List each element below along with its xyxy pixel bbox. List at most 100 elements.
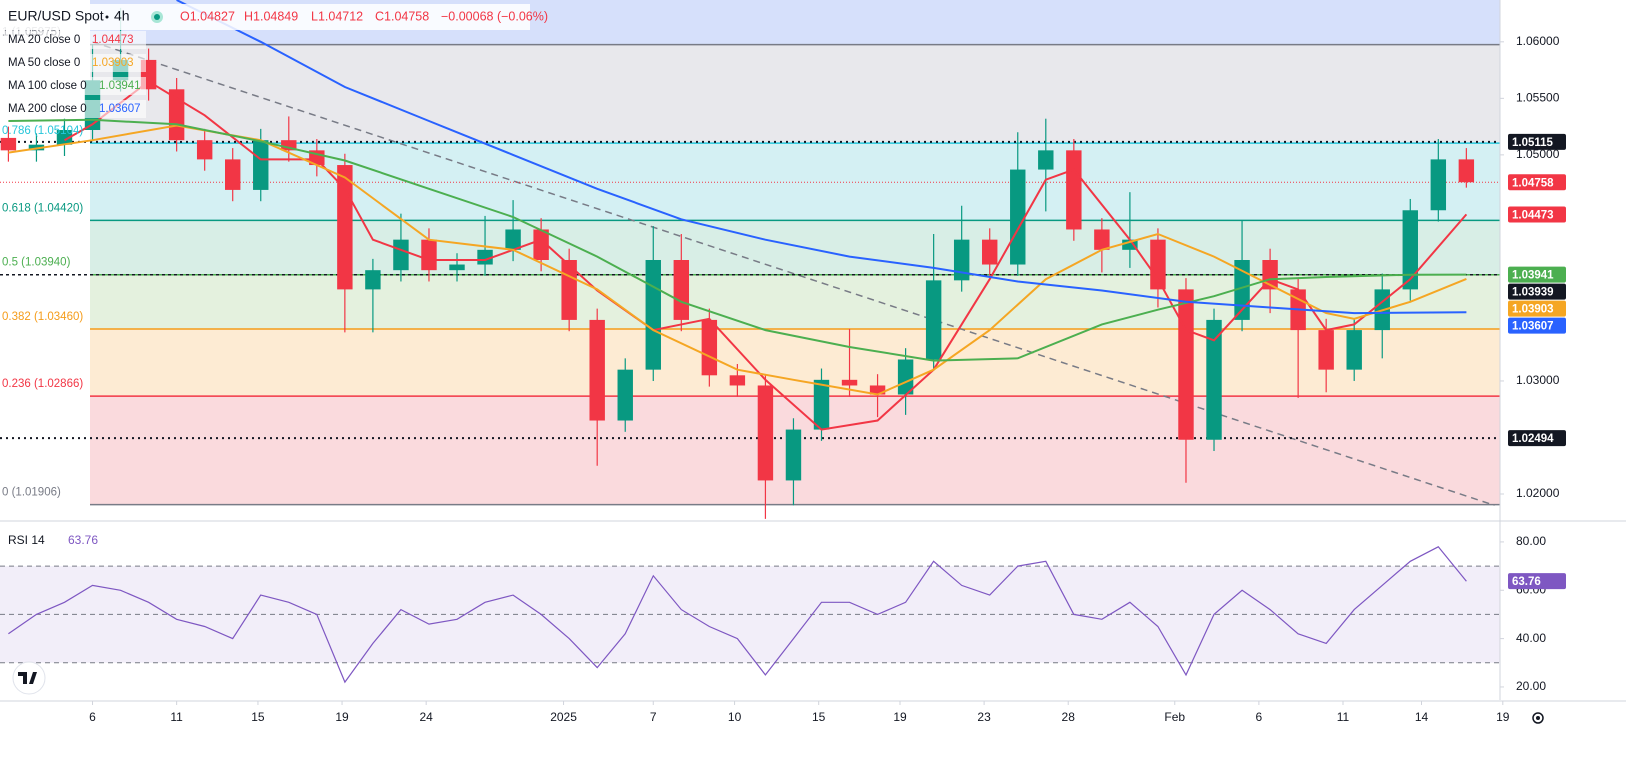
- symbol: EUR/USD Spot: [8, 8, 104, 24]
- candle-body: [1094, 229, 1110, 250]
- candle-body: [196, 140, 213, 160]
- candle-body: [1346, 330, 1362, 370]
- candle-body: [281, 140, 297, 151]
- candle-body: [253, 140, 269, 190]
- price-badge: 1.03607: [1512, 321, 1554, 333]
- candle-body: [1402, 210, 1418, 290]
- fib-band: [90, 328, 1500, 397]
- candle-body: [673, 260, 690, 320]
- separator-dot: [105, 15, 109, 19]
- price-badge-bg: [1508, 317, 1566, 334]
- candle-body: [813, 379, 830, 430]
- candle-body: [982, 239, 998, 265]
- candle-body: [1318, 330, 1334, 370]
- market-status-dot: [154, 14, 160, 20]
- x-tick-label: 15: [251, 710, 265, 724]
- candle-body: [897, 359, 914, 395]
- y-tick-label: 1.02000: [1516, 486, 1560, 500]
- trendline: [92, 41, 1495, 507]
- candle-body: [1206, 319, 1222, 440]
- candle-body: [589, 319, 605, 421]
- legend-bg: [4, 77, 146, 95]
- candle-body: [421, 239, 437, 271]
- y-tick-label: 1.06000: [1516, 34, 1560, 48]
- x-tick-label: 23: [977, 710, 991, 724]
- x-tick-label: Feb: [1164, 710, 1185, 724]
- ohlc-value: O1.04827: [180, 9, 235, 23]
- candle-body: [505, 229, 521, 250]
- x-tick-label: 24: [419, 710, 433, 724]
- candle-body: [365, 270, 381, 290]
- legend-bg: [4, 100, 146, 118]
- candle-body: [56, 130, 73, 145]
- x-tick-label: 2025: [550, 710, 577, 724]
- x-tick-label: 19: [893, 710, 907, 724]
- x-tick-label: 6: [1256, 710, 1263, 724]
- candle-body: [0, 137, 17, 151]
- candle-body: [617, 369, 633, 421]
- fib-label: 0.236 (1.02866): [2, 378, 83, 390]
- candle-body: [785, 429, 802, 481]
- candle-body: [1122, 239, 1138, 250]
- ohlc-value: C1.04758: [375, 9, 429, 23]
- candle-body: [953, 239, 970, 281]
- interval: 4h: [114, 8, 130, 24]
- x-tick-label: 15: [812, 710, 826, 724]
- candle-body: [168, 89, 185, 141]
- y-tick-label: 1.05000: [1516, 147, 1560, 161]
- main-pane: [0, 0, 1500, 519]
- candle-body: [841, 379, 858, 386]
- overlay: 1 (1.05975)0.786 (1.05104)0.618 (1.04420…: [0, 4, 1566, 724]
- rsi-badge-bg: [1508, 573, 1566, 590]
- price-badge: 1.04473: [1512, 209, 1554, 221]
- y-tick-label: 1.05500: [1516, 91, 1560, 105]
- candle-body: [645, 260, 661, 370]
- settings-icon[interactable]: [1532, 712, 1544, 724]
- candle-body: [1038, 150, 1054, 170]
- price-badge: 1.03941: [1512, 270, 1554, 282]
- rsi-badge: 63.76: [1512, 576, 1541, 588]
- legend-value: 1.03607: [99, 103, 141, 115]
- price-badge: 1.05115: [1512, 137, 1554, 149]
- fib-label: 0.382 (1.03460): [2, 311, 83, 323]
- x-tick-label: 28: [1062, 710, 1076, 724]
- legend-bg: [4, 31, 146, 49]
- candle-body: [1178, 289, 1194, 440]
- rsi-value: 63.76: [68, 533, 98, 547]
- x-tick-label: 6: [89, 710, 96, 724]
- x-tick-label: 14: [1415, 710, 1429, 724]
- legend-name: MA 200 close 0: [8, 103, 87, 115]
- candle-body: [449, 264, 465, 271]
- price-badge-bg: [1508, 430, 1566, 447]
- price-badge-bg: [1508, 206, 1566, 223]
- rsi-pane: [0, 546, 1500, 684]
- fib-band: [90, 220, 1500, 275]
- fib-label: 0.786 (1.05104): [2, 125, 83, 137]
- header-bg: [0, 4, 530, 30]
- price-badge: 1.02494: [1512, 433, 1554, 445]
- x-tick-label: 11: [1337, 710, 1350, 724]
- moving-average: [8, 118, 1467, 362]
- legend-name: MA 50 close 0: [8, 57, 80, 69]
- legend-name: MA 20 close 0: [8, 34, 80, 46]
- price-badge-bg: [1508, 300, 1566, 317]
- legend-name: MA 100 close 0: [8, 80, 87, 92]
- ohlc-value: −0.00068 (−0.06%): [441, 9, 548, 23]
- candle-body: [1010, 169, 1026, 265]
- y-tick-label: 80.00: [1516, 534, 1546, 548]
- fib-label: 0.618 (1.04420): [2, 202, 83, 214]
- price-badge: 1.03903: [1512, 304, 1554, 316]
- y-tick-label: 40.00: [1516, 631, 1546, 645]
- price-badge-bg: [1508, 266, 1566, 283]
- price-badge-bg: [1508, 174, 1566, 191]
- candle-body: [925, 280, 942, 360]
- candle-body: [701, 319, 718, 376]
- fib-label: 0.5 (1.03940): [2, 257, 71, 269]
- ohlc-value: L1.04712: [311, 9, 363, 23]
- price-badge: 1.03939: [1512, 287, 1554, 299]
- rsi-line: [8, 546, 1467, 684]
- candle-body: [1066, 150, 1082, 230]
- x-tick-label: 7: [650, 710, 657, 724]
- candle-body: [393, 239, 409, 271]
